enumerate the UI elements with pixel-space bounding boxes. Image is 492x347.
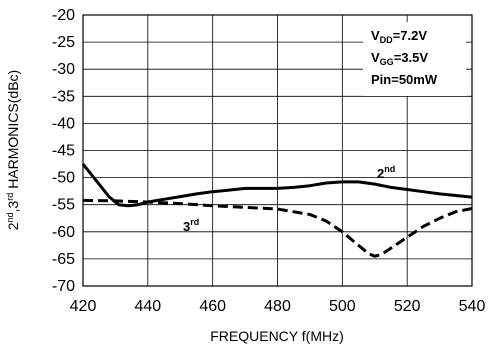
label-2nd: 2nd: [377, 164, 395, 181]
label-3rd: 3rd: [183, 217, 199, 234]
x-tick-label: 520: [394, 298, 421, 315]
x-tick-labels: 420 440 460 480 500 520 540: [70, 298, 486, 315]
conditions-text: VDD=7.2V VGG=3.5V Pin=50mW: [371, 28, 438, 87]
y-axis-title: 2nd,3rd HARMONICS(dBc): [5, 70, 21, 230]
y-tick-label: -25: [52, 34, 75, 51]
x-tick-label: 460: [199, 298, 226, 315]
y-tick-label: -50: [52, 170, 75, 187]
x-tick-label: 480: [264, 298, 291, 315]
y-tick-label: -40: [52, 115, 75, 132]
y-tick-label: -30: [52, 61, 75, 78]
x-tick-label: 500: [329, 298, 356, 315]
x-axis-title: FREQUENCY f(MHz): [210, 328, 344, 344]
condition-line: Pin=50mW: [371, 72, 438, 87]
y-tick-label: -65: [52, 251, 75, 268]
series-line-2nd: [81, 163, 473, 208]
y-tick-label: -70: [52, 278, 75, 295]
x-tick-label: 420: [70, 298, 97, 315]
conditions-box: [363, 22, 466, 96]
y-tick-labels: -20 -25 -30 -35 -40 -45 -50 -55 -60 -65 -70: [52, 7, 75, 295]
series-line-3rd: [82, 198, 473, 258]
x-tick-label: 440: [134, 298, 161, 315]
y-tick-label: -20: [52, 7, 75, 24]
y-tick-label: -35: [52, 88, 75, 105]
condition-line: VGG=3.5V: [371, 50, 428, 67]
y-tick-label: -45: [52, 143, 75, 160]
y-tick-label: -55: [52, 197, 75, 214]
condition-line: VDD=7.2V: [371, 28, 427, 45]
y-tick-label: -60: [52, 224, 75, 241]
series-lines: [81, 163, 473, 258]
plot-frame: [82, 14, 473, 287]
x-tick-label: 540: [459, 298, 486, 315]
